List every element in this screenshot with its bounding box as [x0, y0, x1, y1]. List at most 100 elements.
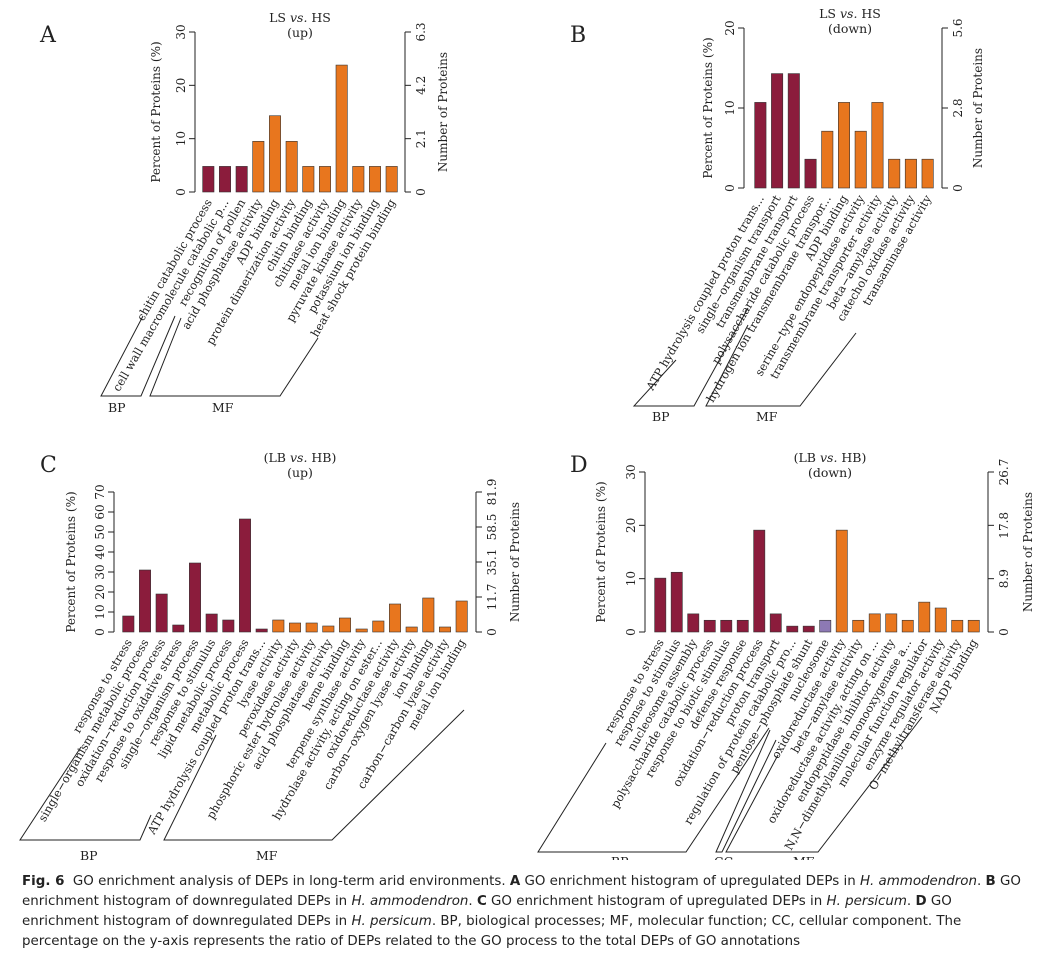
bar	[687, 613, 700, 633]
bar	[252, 141, 265, 193]
title-prefix: LS	[819, 6, 840, 21]
bar	[189, 562, 201, 633]
bar	[155, 593, 168, 633]
y-tick-label-left: 20	[723, 20, 737, 35]
bar	[918, 601, 931, 633]
caption-panel-a-label: A	[509, 874, 521, 889]
caption-panel-c-label: C	[476, 894, 487, 909]
bar	[819, 619, 832, 633]
panel-letter: B	[570, 23, 586, 48]
chart-subtitle: (up)	[287, 25, 313, 40]
bar	[302, 166, 315, 193]
bar	[736, 619, 749, 633]
group-bracket-bp	[100, 315, 176, 397]
y-tick-label-right: 58.5	[485, 514, 499, 541]
group-bracket-mf	[163, 709, 465, 841]
bar	[888, 158, 901, 189]
bar	[967, 619, 980, 633]
y-tick-label-right: 17.8	[997, 512, 1011, 539]
group-label-mf: MF	[256, 848, 278, 860]
bar	[369, 166, 381, 193]
bar	[769, 613, 782, 633]
bar	[771, 73, 784, 189]
title-suffix: HB)	[307, 450, 336, 465]
y-tick-label-left: 70	[93, 484, 107, 499]
y-tick-label-right: 6.3	[414, 22, 428, 41]
group-bracket-bp	[537, 727, 770, 853]
panel-d: D (LB vs. HB)(down) 0 10 20 30 Percent of Prot…	[537, 450, 1035, 860]
y-tick-label-right: 0	[997, 628, 1011, 636]
category-label: cell wall macromolecule catabolic p...	[110, 197, 232, 394]
caption-panel-a-text: GO enrichment histogram of upregulated D…	[524, 874, 856, 889]
bar	[235, 166, 248, 193]
bar	[753, 529, 766, 633]
group-label-bp: BP	[80, 848, 98, 860]
y-axis-label: Percent of Proteins (%)	[701, 37, 715, 178]
bar	[269, 115, 281, 193]
bar	[255, 628, 268, 633]
panel-letter: D	[570, 453, 588, 478]
y2-axis-label: Number of Proteins	[1021, 492, 1035, 612]
bar	[335, 64, 348, 193]
bar	[854, 130, 867, 189]
bar	[305, 622, 318, 633]
group-bracket-mf	[705, 324, 857, 407]
y-tick-label-left: 0	[723, 184, 737, 192]
bar	[339, 617, 351, 633]
y-tick-label-right: 4.2	[414, 76, 428, 95]
y-tick-label-left: 20	[174, 78, 188, 93]
bar	[405, 626, 418, 633]
bar	[422, 597, 435, 633]
y-tick-label-left: 30	[624, 464, 638, 479]
group-bracket-bp	[632, 307, 749, 407]
group-label-mf: MF	[756, 409, 778, 424]
y-tick-label-left: 50	[93, 524, 107, 539]
group-label-mf: MF	[793, 854, 815, 860]
bar	[720, 619, 733, 633]
title-vs: vs.	[290, 10, 307, 25]
caption-panel-c-species: H. persicum	[826, 894, 907, 909]
bar	[319, 166, 331, 193]
chart-title: (LB vs. HB)	[794, 450, 867, 465]
bar	[289, 622, 301, 633]
bar	[352, 166, 365, 193]
y-tick-label-left: 20	[624, 518, 638, 533]
y-tick-label-right: 35.1	[485, 549, 499, 576]
bar	[455, 600, 468, 633]
y-axis-label: Percent of Proteins (%)	[594, 481, 608, 622]
bar	[754, 102, 767, 189]
bar	[804, 158, 817, 189]
title-vs: vs.	[290, 450, 307, 465]
title-prefix: (LB	[264, 450, 290, 465]
title-suffix: HS	[857, 6, 880, 21]
bar	[322, 625, 335, 633]
bar	[670, 571, 683, 633]
caption-panel-d-text: GO enrichment histogram of downregulated…	[22, 894, 952, 929]
group-label-bp: BP	[652, 409, 670, 424]
group-label-mf: MF	[212, 400, 234, 415]
y-tick-label-left: 0	[93, 628, 107, 636]
chart-subtitle: (down)	[808, 465, 852, 480]
y2-axis-label: Number of Proteins	[508, 502, 522, 622]
bar	[272, 619, 285, 633]
y-tick-label-left: 0	[174, 188, 188, 196]
bar	[219, 166, 231, 193]
title-prefix: (LB	[794, 450, 820, 465]
bar	[871, 102, 884, 189]
bar	[654, 577, 667, 633]
y-tick-label-right: 11.7	[485, 584, 499, 611]
y-tick-label-right: 0	[414, 188, 428, 196]
y-tick-label-right: 2.8	[951, 98, 965, 117]
panel-letter: C	[40, 453, 57, 478]
y-tick-label-right: 2.1	[414, 129, 428, 148]
group-bracket-cc	[715, 729, 777, 853]
caption-panel-b-label: B	[985, 874, 996, 889]
caption-panel-b-text: GO enrichment histogram of downregulated…	[22, 874, 1021, 909]
y-tick-label-right: 81.9	[485, 479, 499, 506]
y-tick-label-right: 26.7	[997, 459, 1011, 486]
figure-caption: Fig. 6 GO enrichment analysis of DEPs in…	[22, 874, 1021, 949]
caption-lead: GO enrichment analysis of DEPs in long-t…	[72, 874, 506, 889]
bar	[172, 624, 185, 633]
title-vs: vs.	[820, 450, 837, 465]
